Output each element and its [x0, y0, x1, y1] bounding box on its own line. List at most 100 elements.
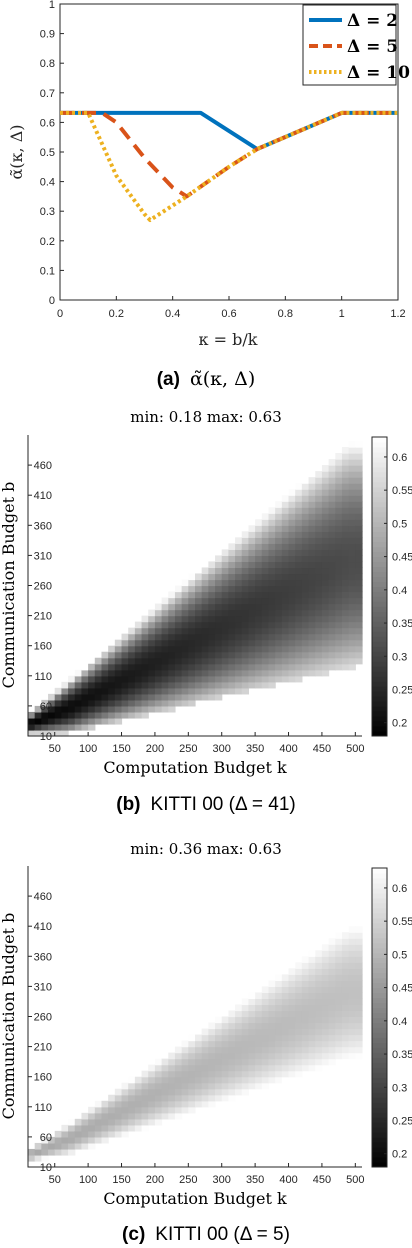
heatmap-cell — [61, 1148, 69, 1156]
heatmap-cell — [328, 465, 336, 472]
heatmap-cell — [301, 645, 310, 653]
heatmap-cell — [328, 956, 336, 963]
heatmap-cell — [188, 1100, 196, 1108]
heatmap-cell — [308, 968, 316, 975]
heatmap-cell — [341, 465, 350, 472]
heatmap-cell — [188, 573, 196, 581]
heatmap-cell — [221, 1046, 229, 1054]
heatmap-cell — [121, 657, 129, 665]
heatmap-cell — [154, 1082, 163, 1090]
heatmap-cell — [235, 561, 243, 569]
heatmap-cell — [68, 705, 76, 713]
heatmap-cell — [215, 621, 223, 629]
heatmap-cell — [281, 513, 290, 520]
heatmap-cell — [295, 1046, 303, 1054]
heatmap-cell — [355, 639, 363, 647]
heatmap-cell — [335, 968, 343, 975]
heatmap-cell — [94, 1112, 103, 1120]
heatmap-cell — [228, 615, 236, 623]
heatmap-cell — [355, 549, 363, 556]
heatmap-cell — [61, 1142, 69, 1150]
heatmap-cell — [201, 621, 209, 629]
heatmap-cell — [308, 986, 316, 994]
heatmap-cell — [301, 549, 310, 556]
heatmap-cell — [275, 1022, 283, 1030]
heatmap-cell — [335, 615, 343, 623]
colorbar-segment — [372, 676, 387, 682]
heatmap-cell — [261, 1046, 270, 1054]
heatmap-cell — [148, 1106, 156, 1114]
heatmap-cell — [341, 483, 350, 490]
heatmap-cell — [201, 1034, 209, 1042]
heatmap-cell — [321, 968, 330, 975]
heatmap-cell — [315, 1040, 323, 1048]
heatmap-cell — [235, 1022, 243, 1030]
colorbar-segment — [372, 651, 387, 657]
heatmap-cell — [215, 675, 223, 683]
heatmap-cell — [134, 657, 143, 665]
heatmap-cell — [261, 1052, 270, 1060]
heatmap-cell — [241, 621, 250, 629]
colorbar-segment — [372, 1097, 387, 1103]
y-tick-label: 0 — [49, 295, 55, 307]
heatmap-cell — [221, 1016, 229, 1024]
heatmap-cell — [321, 615, 330, 623]
heatmap-cell — [248, 603, 256, 611]
heatmap-cell — [208, 627, 216, 635]
heatmap-cell — [355, 561, 363, 569]
heatmap-cell — [348, 441, 356, 448]
heatmap-cell — [308, 645, 316, 653]
heatmap-cell — [114, 1100, 123, 1108]
heatmap-cell — [301, 1040, 310, 1048]
heatmap-cell — [301, 1010, 310, 1018]
heatmap-cell — [288, 633, 296, 641]
heatmap-cell — [241, 657, 250, 665]
heatmap-cell — [114, 1106, 123, 1114]
heatmap-cell — [148, 1100, 156, 1108]
heatmap-cell — [195, 1034, 203, 1042]
heatmap-cell — [308, 507, 316, 514]
heatmap-cell — [255, 549, 263, 556]
heatmap-cell — [321, 477, 330, 484]
heatmap-cell — [161, 1076, 169, 1084]
heatmap-cell — [268, 573, 276, 581]
heatmap-cell — [168, 699, 176, 707]
heatmap-cell — [148, 639, 156, 647]
heatmap-cell — [201, 1040, 209, 1048]
heatmap-cell — [221, 1064, 229, 1072]
heatmap-cell — [328, 501, 336, 508]
heatmap-cell — [94, 699, 103, 707]
heatmap-cell — [221, 555, 229, 563]
heatmap-cell — [141, 1100, 149, 1108]
heatmap-cell — [355, 615, 363, 623]
heatmap-cell — [341, 1022, 350, 1030]
heatmap-cell — [328, 567, 336, 575]
heatmap-cell — [148, 609, 156, 617]
heatmap-cell — [261, 561, 270, 569]
heatmap-cell — [134, 1112, 143, 1120]
heatmap-cell — [154, 1100, 163, 1108]
heatmap-cell — [295, 1004, 303, 1012]
heatmap-cell — [275, 663, 283, 671]
colorbar-segment — [372, 576, 387, 583]
heatmap-cell — [148, 1088, 156, 1096]
heatmap-cell — [268, 537, 276, 544]
colorbar-tick-label: 0.55 — [392, 485, 412, 497]
heatmap-cell — [241, 1064, 250, 1072]
heatmap-cell — [355, 483, 363, 490]
heatmap-cell — [328, 944, 336, 951]
x-tick-label: 300 — [213, 743, 231, 755]
heatmap-cell — [341, 555, 350, 563]
heatmap-cell — [201, 1100, 209, 1108]
heatmap-cell — [355, 459, 363, 466]
heatmap-cell — [208, 1028, 216, 1036]
heatmap-cell — [141, 675, 149, 683]
heatmap-cell — [61, 1124, 69, 1132]
heatmap-cell — [301, 489, 310, 496]
heatmap-cell — [348, 627, 356, 635]
heatmap-cell — [261, 992, 270, 1000]
x-tick-label: 450 — [313, 743, 331, 755]
heatmap-cell — [335, 567, 343, 575]
colorbar-segment — [372, 917, 387, 924]
heatmap-cell — [288, 669, 296, 677]
